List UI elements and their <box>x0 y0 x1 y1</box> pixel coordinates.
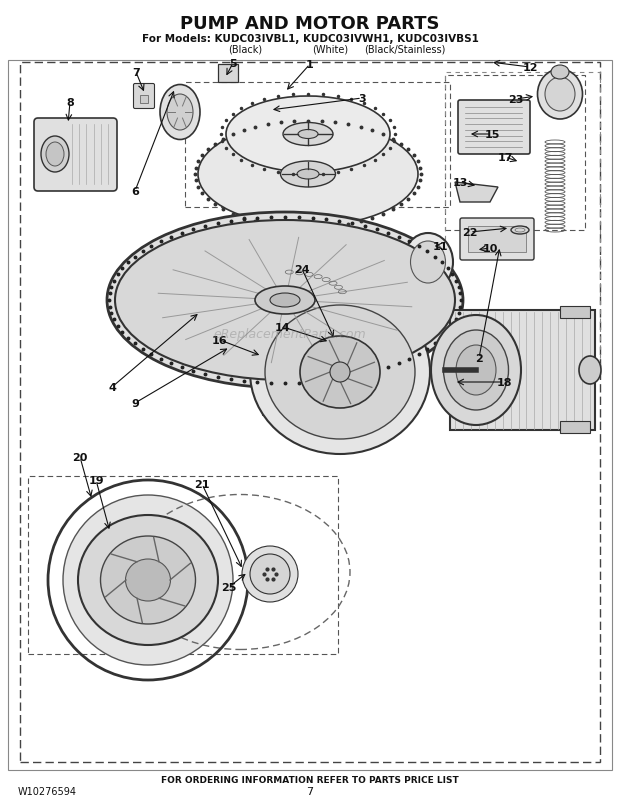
Ellipse shape <box>280 162 335 188</box>
Bar <box>28 476 338 654</box>
Ellipse shape <box>250 290 430 455</box>
Bar <box>560 422 590 433</box>
Text: 14: 14 <box>275 322 291 333</box>
Text: 2: 2 <box>475 354 483 363</box>
Text: 15: 15 <box>484 130 500 140</box>
Bar <box>468 227 526 253</box>
Circle shape <box>330 363 350 383</box>
Bar <box>8 61 612 770</box>
Ellipse shape <box>298 131 318 140</box>
Text: eReplacementParts.com: eReplacementParts.com <box>214 328 366 341</box>
Ellipse shape <box>538 70 583 119</box>
Ellipse shape <box>300 337 380 408</box>
Text: 7: 7 <box>132 68 140 78</box>
Ellipse shape <box>297 170 319 180</box>
Circle shape <box>63 496 233 665</box>
Text: 6: 6 <box>131 187 139 196</box>
Ellipse shape <box>115 221 455 380</box>
Text: 21: 21 <box>194 480 210 489</box>
Text: 24: 24 <box>294 265 310 274</box>
FancyBboxPatch shape <box>34 119 117 192</box>
Text: 16: 16 <box>212 335 228 346</box>
Ellipse shape <box>431 316 521 426</box>
Text: 23: 23 <box>508 95 524 105</box>
Ellipse shape <box>545 78 575 111</box>
Bar <box>560 306 590 318</box>
FancyBboxPatch shape <box>458 101 530 155</box>
Ellipse shape <box>78 516 218 645</box>
Text: 7: 7 <box>306 786 314 796</box>
Polygon shape <box>263 380 307 415</box>
Bar <box>20 63 600 762</box>
Text: 19: 19 <box>88 476 104 485</box>
Ellipse shape <box>226 97 390 172</box>
Ellipse shape <box>167 95 193 131</box>
Ellipse shape <box>107 213 463 388</box>
Circle shape <box>262 566 278 582</box>
Text: 13: 13 <box>453 178 467 188</box>
Text: 10: 10 <box>482 244 498 253</box>
Bar <box>445 76 585 231</box>
Ellipse shape <box>283 124 333 146</box>
Text: 9: 9 <box>131 399 139 408</box>
Ellipse shape <box>198 123 418 227</box>
Bar <box>185 83 450 208</box>
Ellipse shape <box>270 294 300 308</box>
Text: W10276594: W10276594 <box>18 786 77 796</box>
Text: (Black/Stainless): (Black/Stainless) <box>365 45 446 55</box>
Ellipse shape <box>125 559 170 602</box>
Circle shape <box>250 554 290 594</box>
Text: 20: 20 <box>73 452 87 463</box>
Polygon shape <box>455 183 498 203</box>
Text: For Models: KUDC03IVBL1, KUDC03IVWH1, KUDC03IVBS1: For Models: KUDC03IVBL1, KUDC03IVWH1, KU… <box>141 34 479 44</box>
Text: 11: 11 <box>432 241 448 252</box>
Bar <box>140 96 148 104</box>
Ellipse shape <box>255 286 315 314</box>
Text: FOR ORDERING INFORMATION REFER TO PARTS PRICE LIST: FOR ORDERING INFORMATION REFER TO PARTS … <box>161 776 459 784</box>
Text: 22: 22 <box>463 228 478 237</box>
Text: 1: 1 <box>306 60 314 70</box>
Text: PUMP AND MOTOR PARTS: PUMP AND MOTOR PARTS <box>180 15 440 33</box>
Ellipse shape <box>403 233 453 292</box>
Text: 18: 18 <box>496 378 511 387</box>
Ellipse shape <box>46 143 64 167</box>
Ellipse shape <box>456 346 496 395</box>
FancyBboxPatch shape <box>460 219 534 261</box>
Text: 5: 5 <box>229 59 237 69</box>
Bar <box>218 65 238 83</box>
Ellipse shape <box>443 330 508 411</box>
Text: 8: 8 <box>66 98 74 107</box>
Bar <box>450 310 595 431</box>
FancyBboxPatch shape <box>133 84 154 109</box>
Text: 17: 17 <box>497 153 513 163</box>
Circle shape <box>242 546 298 602</box>
Ellipse shape <box>265 306 415 439</box>
Circle shape <box>256 561 284 588</box>
Ellipse shape <box>100 537 195 624</box>
Ellipse shape <box>410 241 446 284</box>
Text: (Black): (Black) <box>228 45 262 55</box>
Text: 4: 4 <box>108 383 116 392</box>
Text: 25: 25 <box>221 582 237 592</box>
Ellipse shape <box>511 227 529 235</box>
Ellipse shape <box>579 357 601 384</box>
Text: (White): (White) <box>312 45 348 55</box>
Bar <box>445 73 600 373</box>
Text: 12: 12 <box>522 63 538 73</box>
Ellipse shape <box>551 66 569 80</box>
Text: 3: 3 <box>358 94 366 104</box>
Ellipse shape <box>41 137 69 172</box>
Ellipse shape <box>160 85 200 140</box>
